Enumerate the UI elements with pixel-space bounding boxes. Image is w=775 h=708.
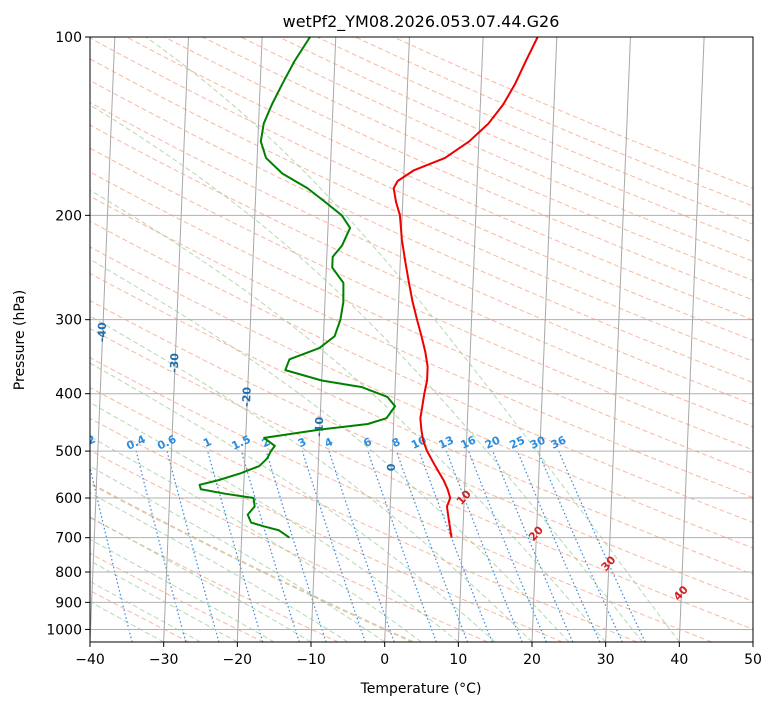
isotherm-label: -30 <box>168 352 182 373</box>
mixing-ratio-label: 30 <box>528 433 548 451</box>
pressure-gridlines <box>90 37 753 630</box>
moist-adiabat-line <box>90 258 570 642</box>
dry-adiabat-line <box>90 124 753 428</box>
isotherm-label: -10 <box>312 416 326 437</box>
y-tick-label: 600 <box>55 491 82 507</box>
mixing-ratio-label: 16 <box>459 433 479 451</box>
mixing-ratio-line <box>328 450 395 642</box>
mixing-ratio-line <box>492 450 574 642</box>
isotherm-line <box>384 37 410 642</box>
y-tick-label: 100 <box>55 30 82 46</box>
isotherm-line <box>310 37 337 642</box>
mixing-ratio-line <box>240 450 300 642</box>
y-tick-label: 500 <box>55 444 82 460</box>
y-axis-label: Pressure (hPa) <box>12 290 28 390</box>
mixing-ratio-line <box>367 450 437 642</box>
dry-adiabat-line <box>355 37 753 207</box>
isotherm-label: -20 <box>240 386 254 407</box>
dry-adiabat-line <box>90 300 753 602</box>
moist-adiabat-line <box>90 315 533 642</box>
x-tick-label: −40 <box>75 652 105 668</box>
plot-frame <box>89 36 754 643</box>
y-tick-label: 300 <box>55 313 82 329</box>
mixing-ratio-lines <box>90 450 646 642</box>
x-axis-label: Temperature (°C) <box>360 681 482 697</box>
x-tick-label: −30 <box>149 652 179 668</box>
moist-adiabat-line <box>90 465 385 642</box>
y-tick-label: 700 <box>55 531 82 547</box>
dewpoint-profile-line <box>198 37 397 539</box>
isotherm-line <box>457 37 484 642</box>
isotherm-line <box>163 37 189 642</box>
mixing-ratio-label: 0.2 <box>74 433 97 453</box>
moist-adiabat-line <box>90 402 459 642</box>
dry-adiabat-line <box>393 37 753 190</box>
sounding-series <box>198 37 539 539</box>
dry-adiabat-line <box>240 37 753 262</box>
dry-adiabat-line <box>90 417 563 642</box>
x-tick-label: 0 <box>380 652 389 668</box>
x-tick-label: 30 <box>597 652 615 668</box>
dry-adiabat-line <box>90 246 753 549</box>
y-tick-label: 900 <box>55 595 82 611</box>
y-tick-label: 400 <box>55 387 82 403</box>
mixing-ratio-line <box>135 450 187 642</box>
x-tick-label: −20 <box>223 652 253 668</box>
chart-title: wetPf2_YM08.2026.053.07.44.G26 <box>283 12 560 32</box>
isotherm-label: 0 <box>385 463 398 472</box>
x-tick-label: 20 <box>523 652 541 668</box>
dry-adiabat-line <box>90 449 488 642</box>
mixing-ratio-label: 13 <box>437 434 456 452</box>
mixing-ratio-line <box>265 450 327 642</box>
dry-adiabat-line <box>90 386 638 642</box>
dry-adiabat-line <box>164 37 753 301</box>
mixing-ratio-label: 20 <box>483 433 503 451</box>
y-tick-label: 200 <box>55 208 82 224</box>
y-axis: 100 200 300 400 500 600 700 800 900 1000 <box>46 30 90 638</box>
dry-adiabat-line <box>90 79 753 384</box>
mixing-ratio-line <box>558 450 646 642</box>
moist-adiabat-line <box>90 492 349 642</box>
dry-adiabat-line <box>90 58 753 362</box>
isotherm-label: -40 <box>95 322 109 343</box>
isotherms <box>90 37 753 642</box>
mixing-ratio-line <box>516 450 601 642</box>
moist-adiabat-line <box>90 436 422 642</box>
dry-adiabat-line <box>90 171 753 474</box>
dry-adiabat-line <box>90 272 753 575</box>
dry-adiabat-line <box>90 482 414 642</box>
isotherm-line <box>531 37 558 642</box>
isotherm-line <box>90 37 116 642</box>
mixing-ratio-line <box>301 450 366 642</box>
x-axis: −40 −30 −20 −10 0 10 20 30 40 50 <box>75 642 762 668</box>
moist-adiabat-line <box>90 362 496 642</box>
x-tick-label: 50 <box>744 652 762 668</box>
mixing-ratio-label: 36 <box>549 433 569 451</box>
mixing-ratio-line <box>537 450 623 642</box>
isotherm-line <box>678 37 705 642</box>
isotherm-line <box>605 37 631 642</box>
mixing-ratio-label: 25 <box>508 434 527 452</box>
x-tick-label: −10 <box>296 652 326 668</box>
mixing-ratio-line <box>90 464 133 642</box>
y-tick-label: 800 <box>55 565 82 581</box>
moist-adiabat-line <box>145 37 680 642</box>
mixing-ratio-line <box>166 450 220 642</box>
dry-adiabat-line <box>202 37 753 281</box>
moist-adiabat-line <box>90 189 607 642</box>
dry-adiabat-line <box>90 37 753 341</box>
temperature-profile-line <box>392 37 539 538</box>
y-tick-label: 1000 <box>46 622 82 638</box>
mixing-ratio-line <box>207 450 264 642</box>
isotherm-line <box>236 37 263 642</box>
mixing-ratio-label: 10 <box>409 433 429 451</box>
x-tick-label: 10 <box>449 652 467 668</box>
x-tick-label: 40 <box>670 652 688 668</box>
